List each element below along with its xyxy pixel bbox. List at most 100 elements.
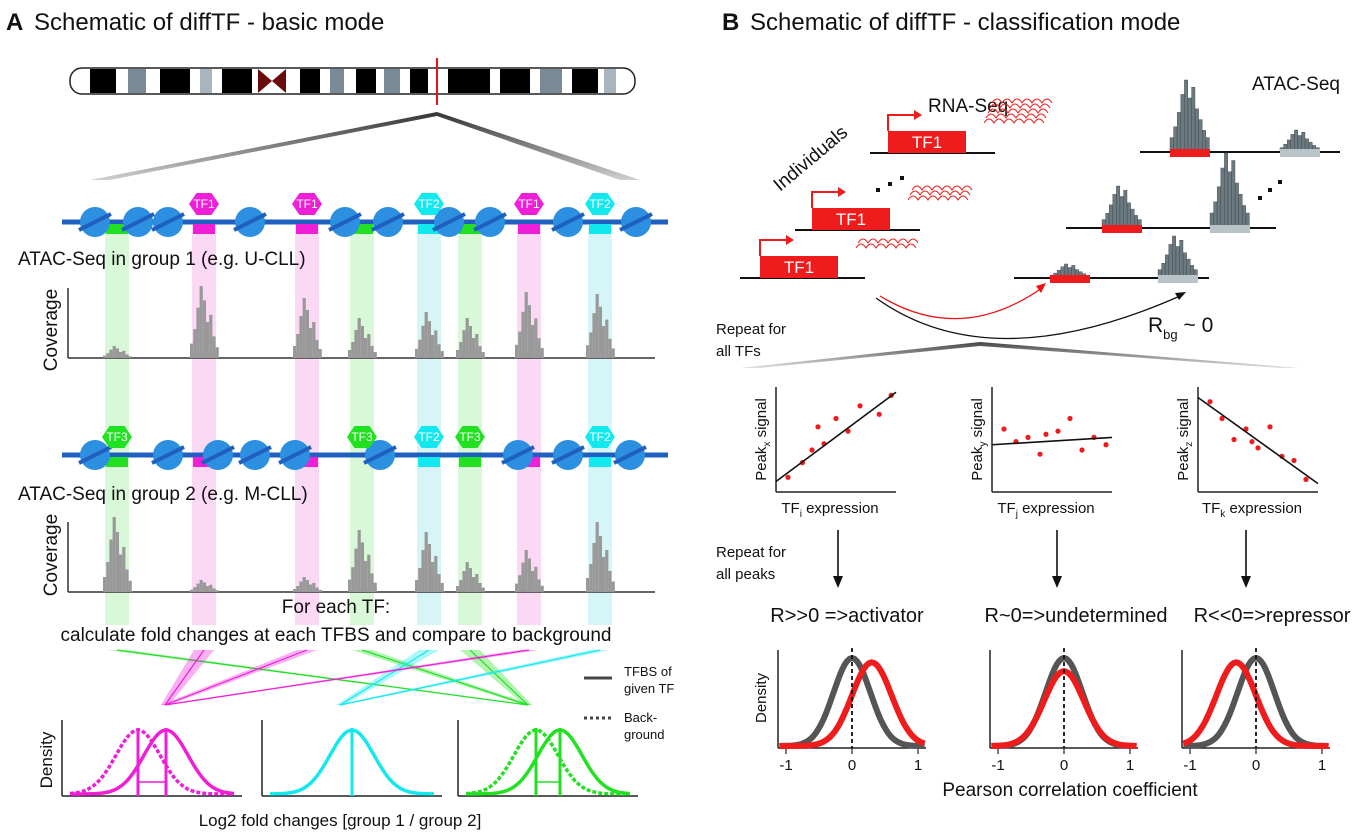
coverage-bar: [348, 579, 352, 592]
transcript-1-0: [907, 195, 969, 201]
regression-line-0: [775, 391, 897, 483]
tfbs-site-6: [518, 224, 540, 234]
coverage-bar: [115, 348, 119, 358]
tf1-gene-label-1: TF1: [836, 210, 866, 229]
coverage-bar: [122, 350, 126, 358]
coverage-bar: [315, 340, 319, 358]
coverage-bar: [437, 344, 441, 358]
coverage-bar: [202, 582, 206, 592]
atac-bg-site-1: [1210, 225, 1250, 233]
coverage-bar: [531, 571, 535, 592]
tfbs-connector-line-6: [164, 649, 530, 706]
atac-bar: [1213, 201, 1218, 229]
coverage-bar: [122, 547, 126, 592]
promoter-arrow-2: [759, 239, 788, 256]
tfbs-site-0: [106, 457, 128, 467]
scatter-y-label-1: Peaky signal: [969, 398, 989, 481]
corr-tick-label-2-2: 1: [1318, 757, 1326, 774]
coverage-bar: [296, 334, 300, 358]
tf-hexagon-3: [514, 193, 544, 215]
tf1-gene-box-2: [760, 256, 838, 278]
tfbs-connector-line-1: [164, 649, 205, 706]
chromosome-ideogram: [69, 58, 636, 105]
coverage-label-2: Coverage: [41, 514, 62, 596]
coverage-bar: [106, 562, 110, 592]
coverage-bar: [206, 322, 210, 358]
coverage-bar: [305, 310, 309, 358]
individuals-label: Individuals: [770, 122, 852, 196]
corr-tick-label-1-2: 1: [1126, 757, 1134, 774]
coverage-bar: [115, 532, 119, 592]
atac-bar: [1180, 94, 1185, 153]
atac-bar: [1123, 189, 1128, 229]
tf-hexagon-1: [292, 193, 322, 215]
legend-tfbs-line1: TFBS of: [624, 664, 672, 679]
coverage-bar: [415, 580, 419, 592]
tfbs-column-1: [192, 225, 216, 625]
atac-bar: [1168, 244, 1173, 279]
coverage-bar: [354, 330, 358, 358]
density-label-b: Density: [753, 672, 770, 723]
scatter-point-2-8: [1303, 476, 1309, 482]
tfbs-site-0: [106, 224, 128, 234]
regression-line-2: [1197, 396, 1319, 485]
class-label-activator: R>>0 =>activator: [770, 605, 924, 627]
coverage-bar: [434, 330, 438, 358]
coverage-bar: [598, 306, 602, 358]
panel-a-letter: A: [6, 9, 23, 36]
nucleosome-dna-wrap: [363, 445, 397, 465]
coverage-bar: [440, 583, 444, 592]
legend-panel-a: TFBS of given TF Back- ground: [584, 664, 674, 742]
scatter-plots: Peakx signal TFi expression Peaky signal TF…: [753, 387, 1319, 520]
coverage-bar: [537, 579, 541, 592]
coverage-bar: [459, 580, 463, 592]
nucleosome-dna-wrap: [619, 212, 653, 232]
coverage-bar: [531, 325, 535, 358]
tf-label-1: TF3: [351, 430, 373, 444]
coverage-bar: [296, 586, 300, 592]
scatter-point-2-9: [1249, 439, 1255, 445]
coverage-bar: [125, 354, 129, 358]
coverage-bar: [598, 536, 602, 592]
coverage-bar: [465, 562, 469, 592]
transcript-2-1: [857, 238, 919, 244]
tfbs-connector-line-0: [116, 649, 529, 706]
tf1-gene-label-2: TF1: [784, 258, 814, 277]
dna-row-group1: TF1 TF1 TF2 TF1 TF2: [62, 193, 668, 237]
coverage-bar: [515, 583, 519, 592]
scatter-y-label-2: Peakz signal: [1175, 398, 1195, 481]
panel-b: B Schematic of diffTF - classification m…: [716, 9, 1351, 801]
transcript-0-0: [983, 118, 1045, 124]
scatter-point-0-3: [815, 424, 821, 430]
coverage-bar: [305, 580, 309, 592]
down-arrows: [833, 530, 1251, 588]
atac-bar: [1220, 167, 1225, 229]
scatter-point-2-7: [1291, 457, 1297, 464]
tf-hexagon-3: [455, 426, 485, 448]
class-label-undetermined: R~0=>undetermined: [985, 605, 1168, 627]
repeat-tfs-line1: Repeat for: [716, 321, 786, 338]
promoter-arrowhead-1: [838, 187, 846, 197]
tfbs-connector-line-4: [339, 649, 430, 706]
tf-label-0: TF3: [106, 430, 128, 444]
corr-tick-label-0-0: -1: [779, 757, 792, 774]
coverage-bar: [309, 584, 313, 592]
atac-bar: [1187, 97, 1192, 153]
fold-change-density-plots: [61, 720, 638, 797]
coverage-bar: [109, 349, 113, 358]
tfbs-site-7: [589, 224, 611, 234]
coverage-bar: [364, 338, 368, 358]
transcript-0-3: [989, 103, 1051, 109]
coverage-bar: [351, 567, 355, 592]
tfbs-site-5: [459, 224, 481, 234]
coverage-track-group2: [67, 517, 655, 593]
tfbs-connector-line-5: [469, 649, 529, 706]
scatter-point-0-0: [785, 474, 791, 480]
nucleosome-dna-wrap: [551, 445, 585, 465]
ellipsis-dot-4: [1268, 188, 1272, 192]
coverage-bar: [354, 548, 358, 592]
coverage-bar: [611, 581, 615, 592]
coverage-bar: [592, 543, 596, 592]
atac-tf-site-2: [1050, 275, 1090, 283]
coverage-bar: [193, 329, 197, 358]
